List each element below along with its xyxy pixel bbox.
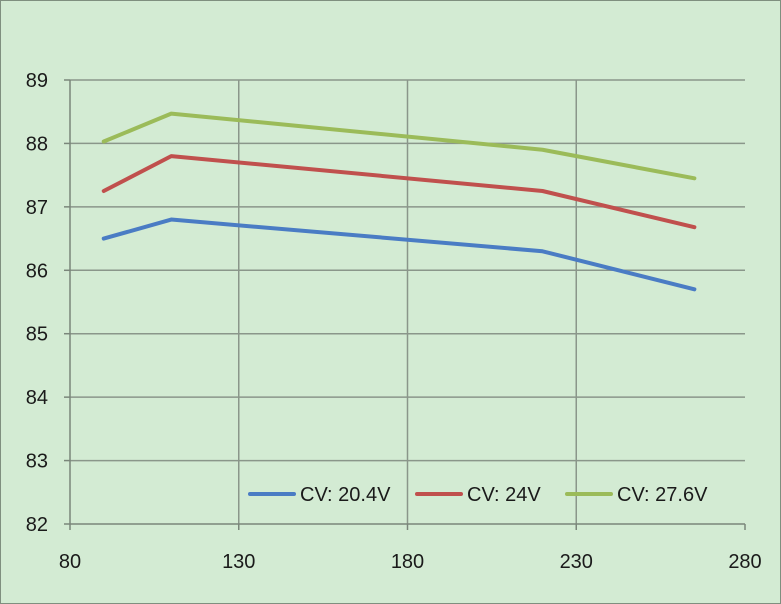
y-tick-label: 84 — [26, 387, 48, 409]
y-tick-label: 85 — [26, 324, 48, 346]
x-tick-label: 80 — [59, 551, 81, 573]
x-tick-label: 180 — [391, 551, 424, 573]
x-tick-label: 230 — [560, 551, 593, 573]
series-line-2 — [101, 154, 697, 230]
x-tick-label: 280 — [728, 551, 761, 573]
series-line-1 — [101, 217, 697, 292]
x-tick-label: 130 — [222, 551, 255, 573]
legend-label: CV: 20.4V — [300, 484, 391, 506]
series-lines — [101, 111, 697, 292]
y-tick-label: 89 — [26, 70, 48, 92]
legend-label: CV: 27.6V — [617, 484, 708, 506]
y-tick-label: 86 — [26, 260, 48, 282]
series-line-3 — [101, 111, 697, 181]
axes: 82 83 84 85 86 87 88 89 80 130 180 230 280 — [26, 70, 762, 573]
y-tick-label: 83 — [26, 451, 48, 473]
legend: CV: 20.4V CV: 24V CV: 27.6V — [248, 484, 708, 506]
y-tick-label: 82 — [26, 514, 48, 536]
y-tick-label: 87 — [26, 197, 48, 219]
gridlines — [70, 79, 745, 524]
legend-label: CV: 24V — [467, 484, 541, 506]
y-tick-label: 88 — [26, 133, 48, 155]
